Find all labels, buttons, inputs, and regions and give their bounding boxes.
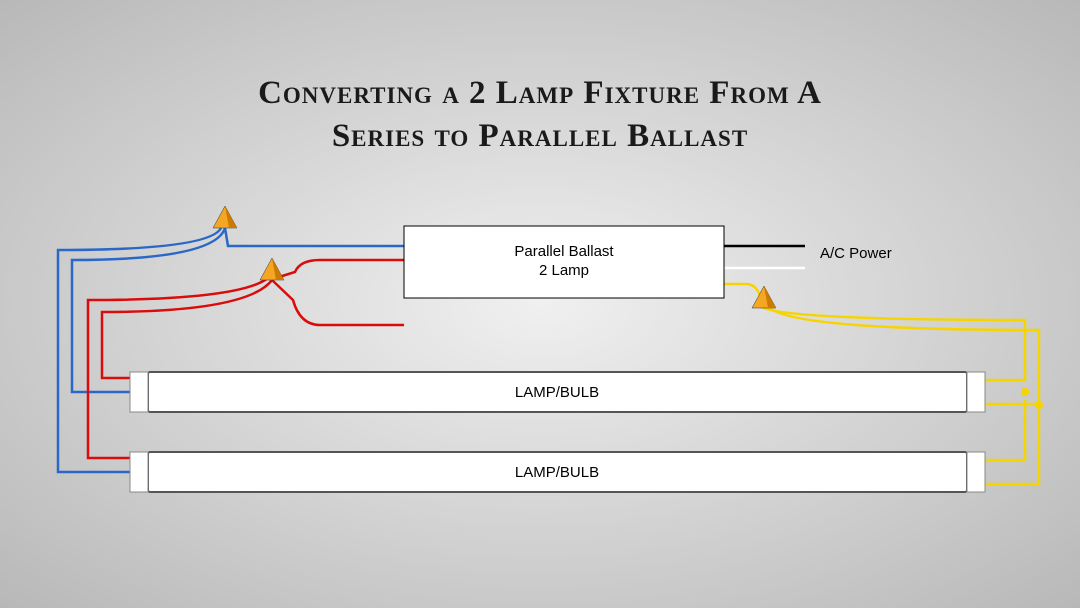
lamp-2-cap-right xyxy=(967,452,985,492)
lamp-1-cap-right xyxy=(967,372,985,412)
ac-power-label: A/C Power xyxy=(820,245,892,262)
wire-red-ballast-a xyxy=(276,260,404,278)
yellow-junction-2 xyxy=(1035,401,1043,409)
wiring-diagram: Parallel Ballast 2 Lamp A/C Power LAMP/B… xyxy=(0,0,1080,608)
lamp-1-cap-left xyxy=(130,372,148,412)
wire-blue-lamp2 xyxy=(58,228,221,472)
lamp-2-cap-left xyxy=(130,452,148,492)
wire-yellow-lamp2b xyxy=(985,400,1039,484)
wire-yellow-lamp2a xyxy=(985,400,1025,460)
wire-nut-red xyxy=(260,258,284,280)
wire-blue-ballast xyxy=(225,228,404,246)
yellow-junction-1 xyxy=(1021,388,1029,396)
ballast-label-2: 2 Lamp xyxy=(539,262,589,279)
wire-nut-blue xyxy=(213,206,237,228)
wire-red-ballast-b xyxy=(272,280,404,325)
wire-red-lamp2 xyxy=(88,278,268,458)
wire-yellow-lamp1a xyxy=(760,306,1025,380)
lamp-2-label: LAMP/BULB xyxy=(515,464,599,481)
ballast-label-1: Parallel Ballast xyxy=(514,243,614,260)
wire-red-lamp1 xyxy=(102,280,272,378)
lamp-1-label: LAMP/BULB xyxy=(515,384,599,401)
